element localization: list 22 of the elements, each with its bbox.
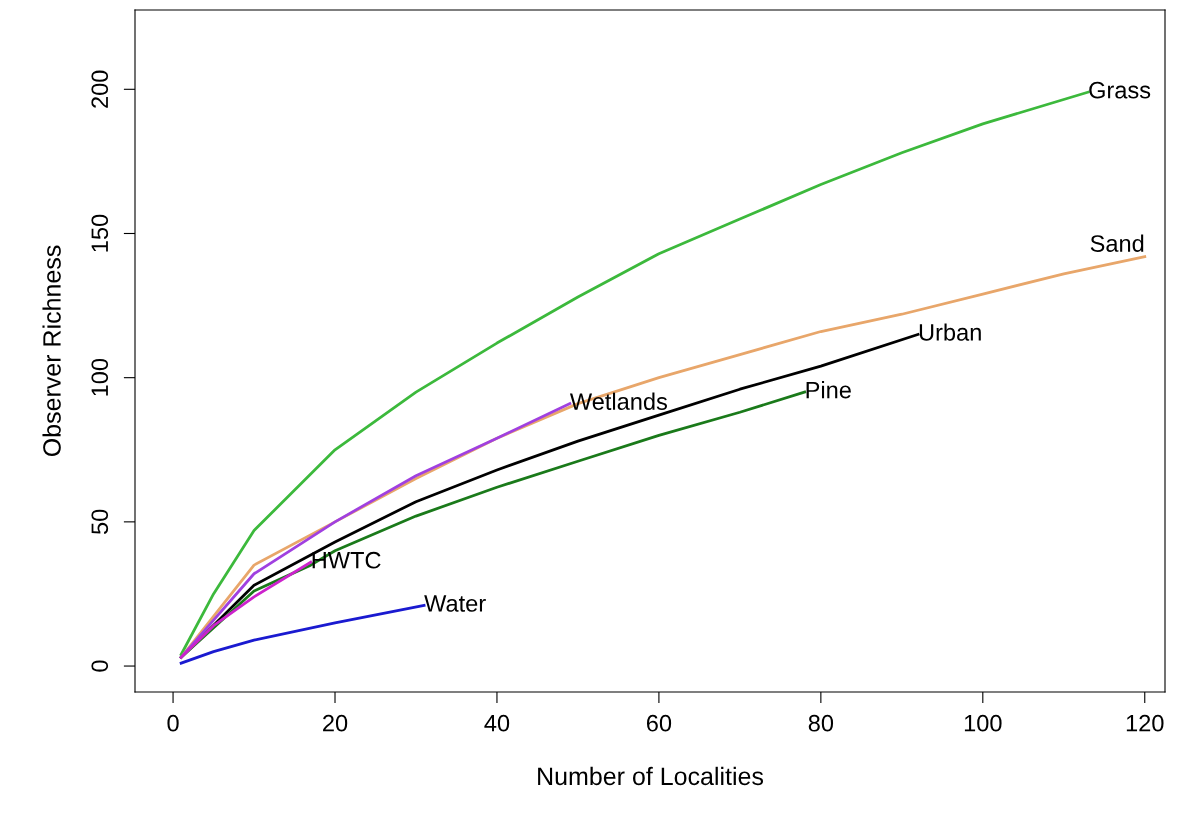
x-tick-label: 20 xyxy=(323,714,348,732)
series-label: Urban xyxy=(919,323,981,341)
series-label: Sand xyxy=(1090,234,1144,252)
x-axis-title: Number of Localities xyxy=(538,766,764,786)
series-label: Pine xyxy=(806,381,851,399)
line-series xyxy=(179,604,426,665)
x-tick-label: 100 xyxy=(964,714,1002,732)
x-tick-label: 60 xyxy=(646,714,672,732)
y-tick-label: 50 xyxy=(91,509,109,535)
y-tick-label: 0 xyxy=(91,660,109,672)
line-series xyxy=(179,90,1090,656)
x-tick-label: 80 xyxy=(808,714,834,732)
series-label: Water xyxy=(424,595,486,612)
series-label: Grass xyxy=(1089,81,1151,99)
y-tick-label: 200 xyxy=(91,70,109,108)
x-tick-label: 120 xyxy=(1126,714,1164,732)
y-tick-label: 150 xyxy=(91,214,109,252)
line-series xyxy=(179,560,313,659)
x-tick-label: 40 xyxy=(484,714,510,732)
x-tick-label: 0 xyxy=(167,714,179,732)
y-axis-title: Observer Richness xyxy=(42,245,61,457)
y-tick-label: 100 xyxy=(91,358,109,396)
